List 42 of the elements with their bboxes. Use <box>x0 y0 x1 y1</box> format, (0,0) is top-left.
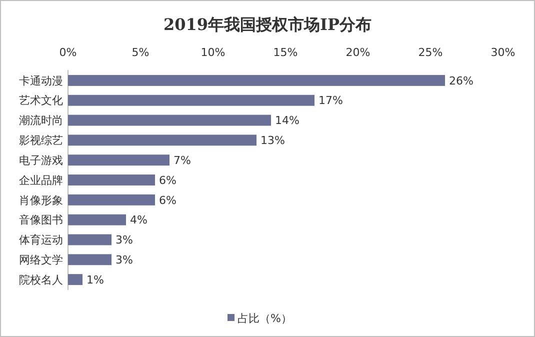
bar <box>68 114 271 126</box>
chart-title: 2019年我国授权市场IP分布 <box>163 15 372 34</box>
text: 26% <box>449 74 474 88</box>
y-tick-label: 肖像形象 <box>19 194 63 207</box>
y-tick-label: 影视综艺 <box>19 134 63 148</box>
bar <box>68 94 314 106</box>
y-tick-label: 体育运动 <box>19 234 63 247</box>
text: 6% <box>159 194 176 207</box>
y-tick-label: 电子游戏 <box>19 154 63 167</box>
legend-label: 占比（%） <box>238 312 292 325</box>
x-tick-label: 25% <box>418 46 443 59</box>
y-tick-label: 潮流时尚 <box>19 114 63 128</box>
text: 13% <box>260 134 285 148</box>
bar <box>68 274 82 286</box>
y-tick-label: 艺术文化 <box>19 94 63 108</box>
bar <box>68 174 155 186</box>
x-tick-label: 10% <box>200 46 226 59</box>
x-tick-label: 0% <box>59 46 77 59</box>
y-tick-label: 卡通动漫 <box>19 74 63 88</box>
x-tick-label: 30% <box>490 46 516 59</box>
y-tick-label: 院校名人 <box>19 273 63 286</box>
text: 14% <box>275 114 300 128</box>
bar <box>68 194 155 206</box>
x-tick-label: 5% <box>132 46 150 59</box>
text: 17% <box>318 94 343 108</box>
bar <box>68 154 170 166</box>
text: 1% <box>86 273 104 286</box>
text: 3% <box>116 253 133 266</box>
bar <box>68 234 112 246</box>
bar <box>68 214 126 226</box>
text: 6% <box>159 174 176 187</box>
x-tick-label: 15% <box>273 46 298 59</box>
y-tick-label: 音像图书 <box>19 214 63 227</box>
bar <box>68 134 256 146</box>
y-tick-label: 网络文学 <box>19 253 63 266</box>
text: 7% <box>174 154 191 167</box>
bar <box>68 254 112 266</box>
y-tick-label: 企业品牌 <box>19 174 63 187</box>
bar <box>68 74 445 86</box>
text: 4% <box>130 214 148 227</box>
text: 3% <box>116 234 133 247</box>
x-tick-label: 20% <box>346 46 370 59</box>
